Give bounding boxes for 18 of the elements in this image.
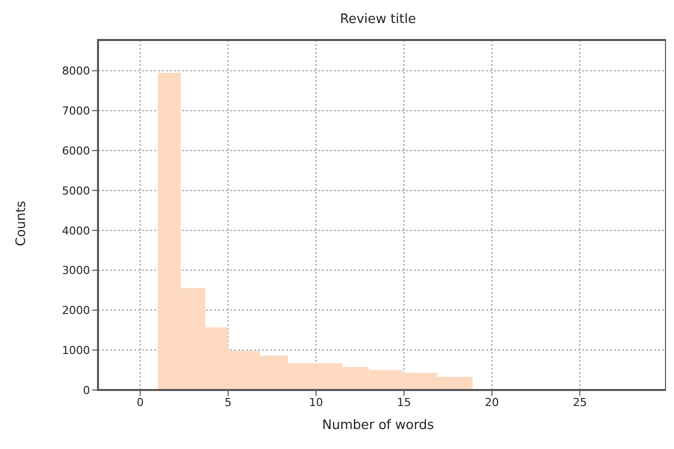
y-axis-title: Counts: [14, 200, 30, 246]
y-tick-label: 3000: [62, 264, 90, 278]
x-tick-label: 0: [136, 396, 144, 409]
x-tick-label: 10: [309, 396, 324, 409]
y-tick-label: 0: [83, 384, 90, 397]
y-tick-label: 7000: [62, 104, 90, 118]
y-tick-label: 1000: [62, 344, 90, 357]
y-tick-label: 8000: [62, 64, 90, 78]
x-tick-label: 25: [572, 396, 587, 409]
y-tick-label: 4000: [62, 224, 90, 238]
y-tick-label: 2000: [62, 304, 90, 318]
chart-title: Review title: [339, 12, 417, 27]
y-tick-label: 5000: [62, 184, 90, 198]
x-tick-label: 5: [224, 396, 232, 409]
x-tick-label: 15: [396, 396, 411, 409]
x-tick-label: 20: [484, 396, 499, 409]
y-tick-label: 6000: [62, 144, 90, 158]
x-axis-title: Number of words: [321, 418, 435, 433]
